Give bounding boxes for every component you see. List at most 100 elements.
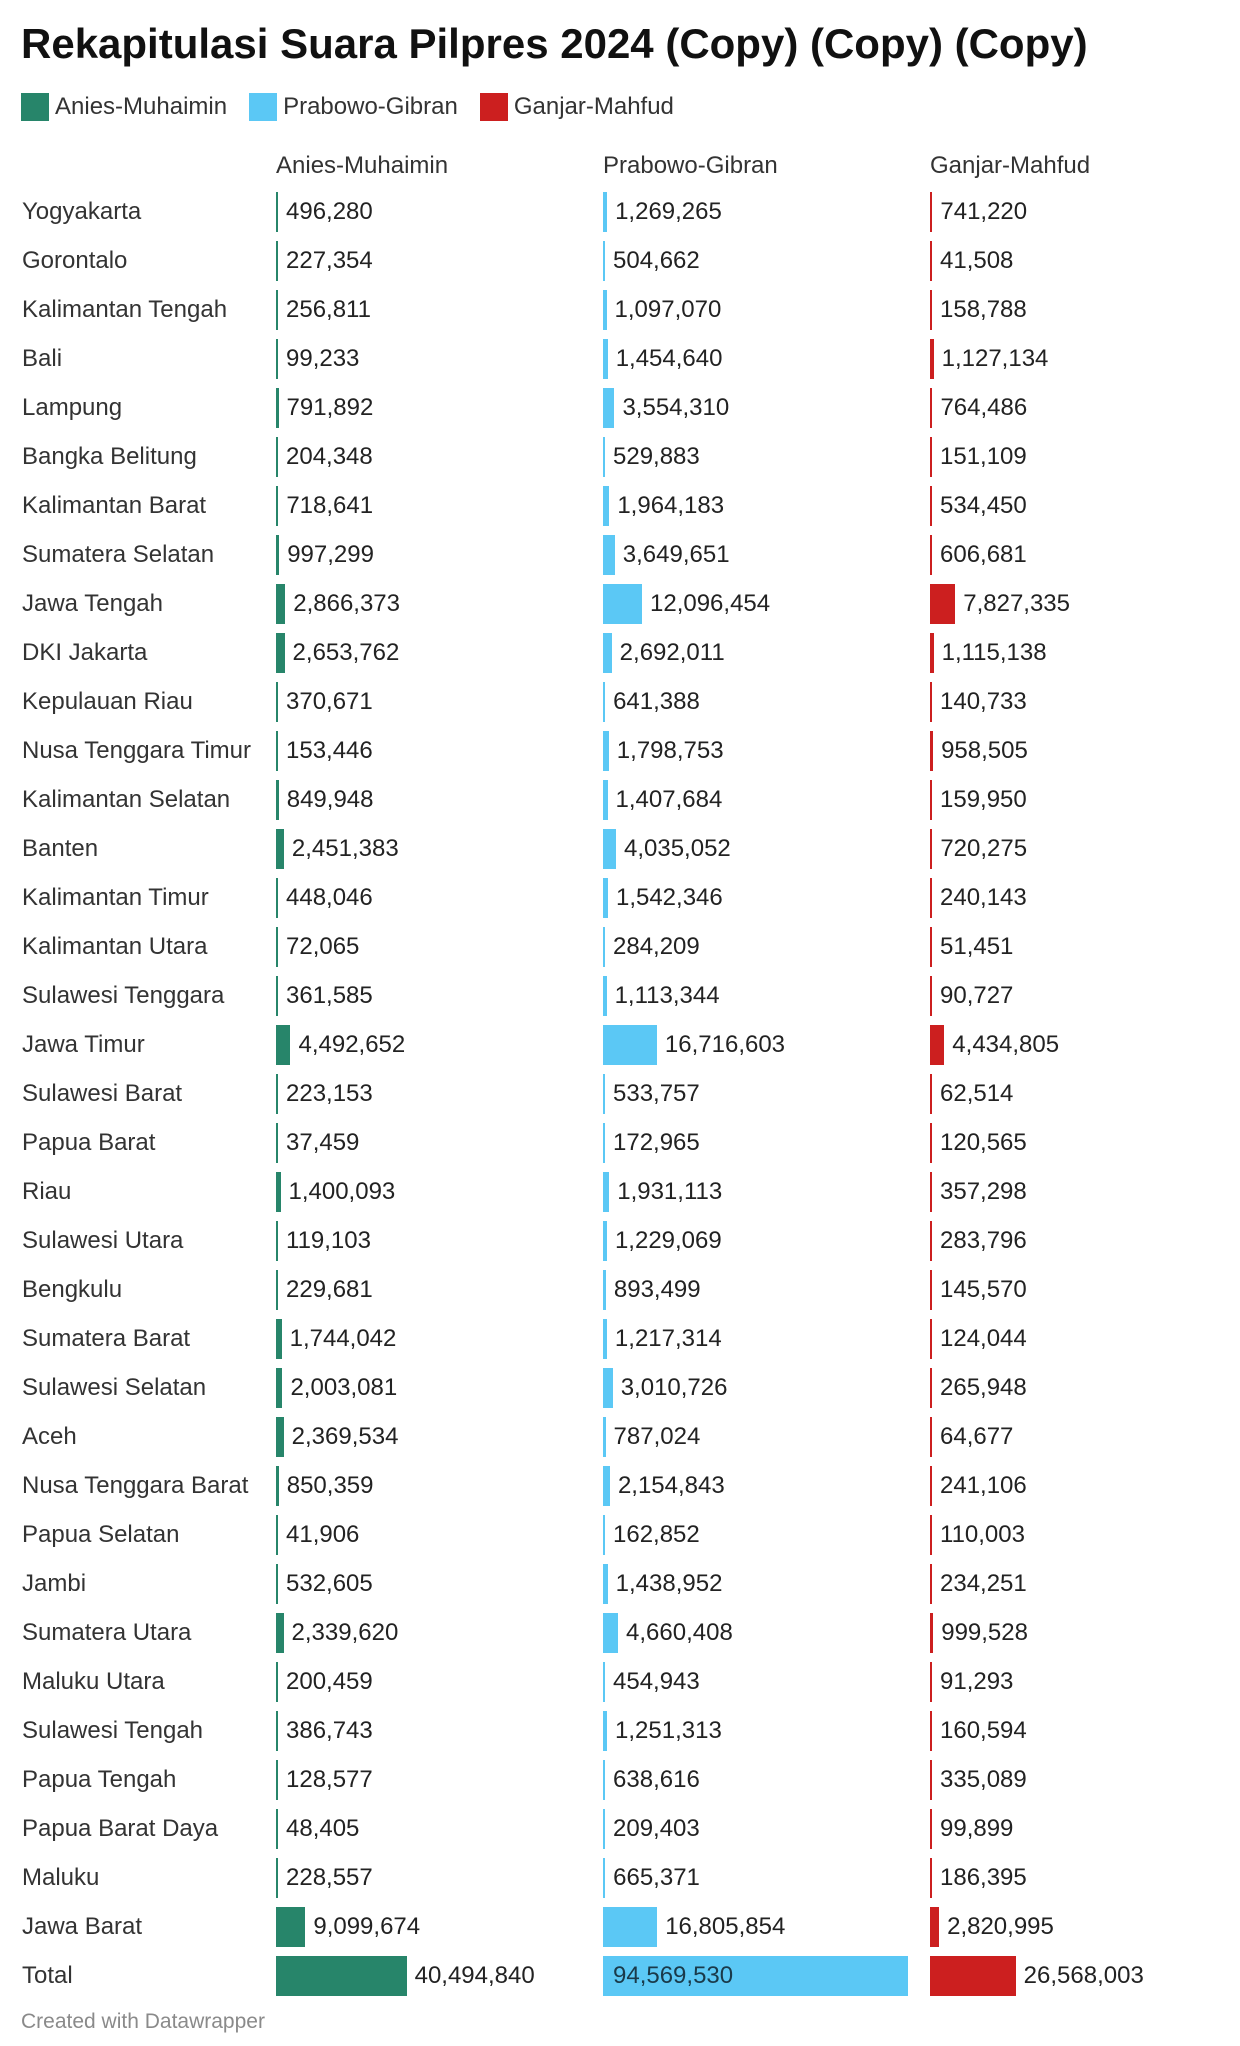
bar-ganjar	[930, 192, 933, 232]
value-label-ganjar: 241,106	[940, 1472, 1027, 1499]
bar-prabowo	[603, 1025, 657, 1065]
value-label-prabowo: 1,931,113	[617, 1178, 723, 1205]
value-label-anies: 997,299	[287, 541, 374, 568]
value-label-anies: 1,400,093	[288, 1178, 396, 1205]
value-label-prabowo: 12,096,454	[650, 590, 771, 617]
bar-prabowo	[603, 290, 607, 330]
value-label-anies: 37,459	[286, 1129, 360, 1156]
value-label-ganjar: 120,565	[940, 1129, 1027, 1156]
bar-anies	[276, 1270, 278, 1310]
bar-anies	[276, 1417, 284, 1457]
bar-ganjar	[930, 339, 934, 379]
value-label-ganjar: 7,827,335	[963, 590, 1071, 617]
row-label: Bali	[22, 345, 63, 372]
legend-item-prabowo: Prabowo-Gibran	[249, 93, 458, 121]
row-label: Jambi	[22, 1570, 87, 1597]
bar-prabowo	[603, 241, 605, 281]
bar-ganjar	[930, 1466, 932, 1506]
value-label-anies: 532,605	[286, 1570, 373, 1597]
bar-anies	[276, 780, 279, 820]
value-label-prabowo: 1,798,753	[616, 737, 724, 764]
bar-ganjar	[930, 976, 932, 1016]
bar-anies	[276, 437, 278, 477]
value-label-ganjar: 26,568,003	[1023, 1962, 1144, 1989]
value-label-anies: 850,359	[286, 1472, 374, 1499]
value-label-ganjar: 151,109	[940, 443, 1027, 470]
value-label-prabowo: 1,454,640	[615, 345, 723, 372]
row-label: Kepulauan Riau	[22, 688, 193, 715]
bar-ganjar	[930, 1417, 932, 1457]
legend-label-ganjar: Ganjar-Mahfud	[513, 93, 674, 120]
value-label-prabowo: 1,251,313	[615, 1717, 722, 1744]
value-label-prabowo: 533,757	[613, 1080, 700, 1107]
value-label-ganjar: 1,115,138	[941, 639, 1047, 666]
value-label-anies: 48,405	[286, 1815, 360, 1842]
bar-anies	[276, 192, 278, 232]
value-label-ganjar: 51,451	[940, 933, 1014, 960]
bar-prabowo	[603, 437, 605, 477]
bar-prabowo	[603, 388, 615, 428]
row-label: Nusa Tenggara Barat	[22, 1472, 249, 1499]
bar-anies	[276, 584, 286, 624]
bar-ganjar	[930, 1172, 932, 1212]
value-label-ganjar: 159,950	[940, 786, 1027, 813]
bar-ganjar	[930, 486, 932, 526]
row-label: Kalimantan Selatan	[22, 786, 231, 813]
bar-prabowo	[603, 1613, 619, 1653]
value-label-ganjar: 124,044	[940, 1325, 1027, 1352]
legend-label-prabowo: Prabowo-Gibran	[283, 93, 458, 120]
row-label: Sumatera Barat	[22, 1325, 191, 1352]
value-label-ganjar: 741,220	[940, 198, 1028, 225]
bar-prabowo	[603, 192, 608, 232]
bar-prabowo	[603, 633, 612, 673]
bar-prabowo	[603, 1809, 605, 1849]
value-label-anies: 153,446	[286, 737, 373, 764]
bar-prabowo	[603, 1858, 606, 1898]
row-label: Gorontalo	[22, 247, 128, 274]
bar-prabowo	[603, 1074, 605, 1114]
value-label-anies: 128,577	[286, 1766, 373, 1793]
row-label: Papua Selatan	[22, 1521, 180, 1548]
row-label: Papua Tengah	[22, 1766, 177, 1793]
bar-prabowo	[603, 1662, 605, 1702]
bar-anies	[276, 1466, 279, 1506]
value-label-prabowo: 4,660,408	[626, 1619, 733, 1646]
value-label-anies: 40,494,840	[414, 1962, 535, 1989]
bar-prabowo	[603, 780, 608, 820]
bar-anies	[276, 1760, 278, 1800]
row-label: Sulawesi Selatan	[22, 1374, 207, 1401]
bar-ganjar	[930, 1123, 932, 1163]
value-label-prabowo: 16,805,854	[665, 1913, 786, 1940]
bar-anies	[276, 633, 285, 673]
column-header-prabowo: Prabowo-Gibran	[603, 152, 778, 179]
bar-anies	[276, 1613, 284, 1653]
bar-anies	[276, 731, 278, 771]
bar-ganjar	[930, 1711, 932, 1751]
bar-prabowo	[603, 1123, 605, 1163]
row-label: Sulawesi Utara	[22, 1227, 184, 1254]
value-label-prabowo: 3,554,310	[622, 394, 730, 421]
bar-ganjar	[930, 535, 932, 575]
value-label-ganjar: 234,251	[940, 1570, 1027, 1597]
value-label-ganjar: 90,727	[940, 982, 1014, 1009]
value-label-anies: 448,046	[286, 884, 373, 911]
bar-ganjar	[930, 388, 933, 428]
row-label: Banten	[22, 835, 99, 862]
value-label-prabowo: 638,616	[613, 1766, 700, 1793]
value-label-anies: 2,003,081	[290, 1374, 398, 1401]
bar-ganjar	[930, 1858, 932, 1898]
bar-ganjar	[930, 878, 932, 918]
bar-anies	[276, 682, 278, 722]
column-header-ganjar: Ganjar-Mahfud	[930, 152, 1091, 179]
value-label-anies: 4,492,652	[298, 1031, 406, 1058]
value-label-anies: 229,681	[286, 1276, 373, 1303]
value-label-ganjar: 1,127,134	[941, 345, 1049, 372]
value-label-prabowo: 1,097,070	[614, 296, 722, 323]
value-label-ganjar: 145,570	[940, 1276, 1027, 1303]
bar-prabowo	[603, 731, 609, 771]
value-label-ganjar: 764,486	[940, 394, 1028, 421]
value-label-anies: 223,153	[286, 1080, 373, 1107]
bar-ganjar	[930, 1662, 932, 1702]
value-label-prabowo: 16,716,603	[664, 1031, 786, 1058]
bar-ganjar	[930, 1613, 934, 1653]
